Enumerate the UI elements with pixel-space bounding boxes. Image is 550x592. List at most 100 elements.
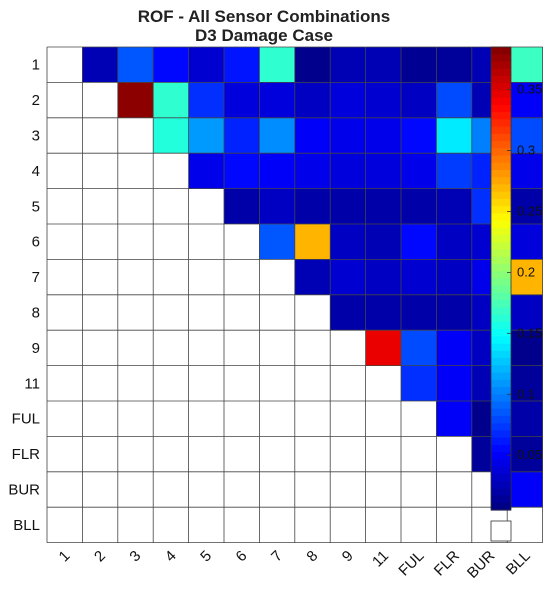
- heatmap-cell: [153, 365, 189, 402]
- heatmap-cell: [401, 117, 437, 154]
- heatmap-cell: [224, 117, 260, 154]
- heatmap-cell: [47, 436, 83, 473]
- row-tick-label: FUL: [12, 411, 40, 428]
- heatmap-cell: [365, 224, 402, 260]
- heatmap-cell: [436, 117, 473, 154]
- heatmap-cell: [224, 82, 260, 119]
- colorbar-segment: [491, 90, 511, 99]
- no-data-swatch: [490, 520, 512, 542]
- heatmap-cell: [117, 224, 154, 260]
- colorbar-segment: [491, 68, 511, 77]
- heatmap-cell: [82, 188, 119, 225]
- colorbar-segment: [491, 307, 511, 316]
- chart-subtitle: D3 Damage Case: [195, 26, 333, 45]
- heatmap-cell: [117, 471, 154, 508]
- colorbar-segment: [491, 256, 511, 265]
- heatmap-cell: [117, 507, 154, 543]
- heatmap-cell: [47, 330, 83, 366]
- heatmap-cell: [436, 82, 473, 119]
- row-tick-label: 2: [32, 92, 40, 109]
- col-tick-label: 5: [197, 547, 215, 565]
- heatmap-cell: [188, 117, 225, 154]
- heatmap-cell: [224, 294, 260, 331]
- heatmap-cell: [330, 117, 366, 154]
- heatmap-cell: [294, 507, 331, 543]
- colorbar-segment: [491, 184, 511, 193]
- row-tick-label: 7: [32, 269, 40, 286]
- colorbar-segment: [491, 423, 511, 432]
- colorbar-segment: [491, 271, 511, 280]
- heatmap-cell: [153, 47, 189, 83]
- heatmap-cell: [153, 330, 189, 366]
- heatmap-cell: [507, 224, 543, 260]
- heatmap-cell: [330, 471, 366, 508]
- colorbar-segment: [491, 198, 511, 207]
- col-tick-label: BLL: [503, 547, 534, 578]
- colorbar-segment: [491, 336, 511, 345]
- colorbar-tick-label: 0.15: [517, 325, 542, 340]
- heatmap-cell: [82, 365, 119, 402]
- colorbar-segment: [491, 220, 511, 229]
- colorbar-segment: [491, 54, 511, 63]
- heatmap-cell: [330, 436, 366, 473]
- colorbar-tick-label: 0.05: [517, 447, 542, 462]
- heatmap-cell: [294, 401, 331, 437]
- row-tick-label: 11: [24, 375, 40, 392]
- colorbar-segment: [491, 249, 511, 258]
- row-tick-label: 5: [32, 198, 40, 215]
- colorbar-segment: [491, 459, 511, 468]
- row-tick-label: 9: [32, 340, 40, 357]
- heatmap-cell: [259, 82, 296, 119]
- heatmap-cell: [330, 153, 366, 189]
- colorbar-segment: [491, 292, 511, 301]
- heatmap-cell: [330, 259, 366, 296]
- heatmap-cell: [436, 224, 473, 260]
- heatmap-cell: [224, 188, 260, 225]
- col-tick-label: 11: [369, 547, 392, 570]
- colorbar-segment: [491, 155, 511, 164]
- heatmap-cell: [153, 153, 189, 189]
- heatmap-cell: [365, 82, 402, 119]
- heatmap-cell: [47, 365, 83, 402]
- col-tick-label: FUL: [395, 547, 427, 579]
- colorbar-segment: [491, 264, 511, 272]
- heatmap-cell: [153, 436, 189, 473]
- colorbar-segment: [491, 227, 511, 236]
- colorbar-tick-label: 0.2: [517, 264, 535, 279]
- heatmap-cell: [436, 401, 473, 437]
- heatmap-cell: [294, 365, 331, 402]
- heatmap-cell: [436, 471, 473, 508]
- heatmap-cell: [117, 401, 154, 437]
- colorbar-segment: [491, 83, 511, 91]
- colorbar-segment: [491, 430, 511, 439]
- heatmap-cell: [401, 436, 437, 473]
- colorbar-segment: [491, 300, 511, 309]
- heatmap-cell: [188, 471, 225, 508]
- colorbar-segment: [491, 437, 511, 446]
- heatmap-cell: [507, 507, 543, 543]
- heatmap-cell: [188, 224, 225, 260]
- heatmap-cell: [47, 507, 83, 543]
- heatmap-cell: [47, 294, 83, 331]
- heatmap-cell: [401, 224, 437, 260]
- heatmap-cell: [153, 507, 189, 543]
- heatmap-cell: [82, 436, 119, 473]
- row-tick-label: BUR: [8, 482, 40, 499]
- heatmap-cell: [436, 47, 473, 83]
- heatmap-cell: [117, 188, 154, 225]
- heatmap-cell: [294, 330, 331, 366]
- heatmap-cell: [259, 507, 296, 543]
- heatmap-cell: [224, 507, 260, 543]
- heatmap-cell: [507, 471, 543, 508]
- heatmap-cell: [259, 224, 296, 260]
- heatmap-cell: [365, 153, 402, 189]
- row-tick-label: 1: [32, 57, 40, 74]
- col-tick-label: FLR: [431, 547, 463, 579]
- heatmap-cell: [188, 507, 225, 543]
- heatmap-cell: [259, 294, 296, 331]
- colorbar-segment: [491, 206, 511, 214]
- col-tick-labels: 1 2 3 4 5 6 7 8 9 11 FUL FLR BUR BLL: [56, 547, 534, 582]
- heatmap-cell: [365, 47, 402, 83]
- heatmap-cell: [294, 82, 331, 119]
- colorbar-segment: [491, 235, 511, 243]
